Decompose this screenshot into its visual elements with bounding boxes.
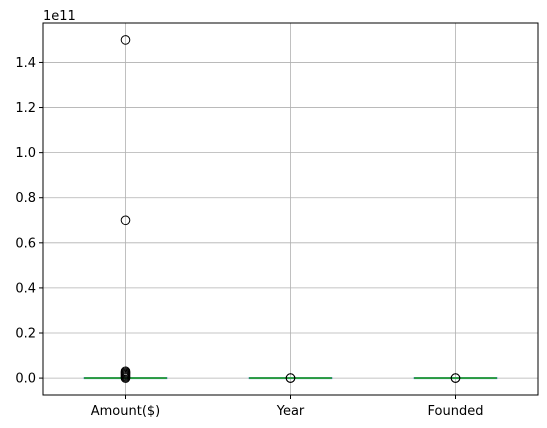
outlier-point [120,373,131,383]
xtick-label: Founded [428,404,484,419]
ytick-label: 0.2 [15,327,36,342]
ytick-label: 1.2 [15,101,36,116]
xtick-label: Amount($) [91,404,161,419]
box-layer [83,35,498,383]
outlier-point [285,373,296,383]
offset-text: 1e11 [43,9,76,24]
ytick-label: 0.4 [15,281,36,296]
ytick-label: 1.4 [15,56,36,71]
ytick-label: 0.0 [15,372,36,387]
ytick-label: 1.0 [15,146,36,161]
ytick-label: 0.6 [15,236,36,251]
axes: 0.0 0.2 0.4 0.6 0.8 1.0 1.2 1.4 Amount($) Year Fou… [15,22,539,419]
xtick-label: Year [276,404,305,419]
outlier-point [120,215,131,226]
outlier-point [120,35,131,45]
grid [43,23,538,395]
outlier-point [450,373,461,383]
ytick-label: 0.8 [15,191,36,206]
